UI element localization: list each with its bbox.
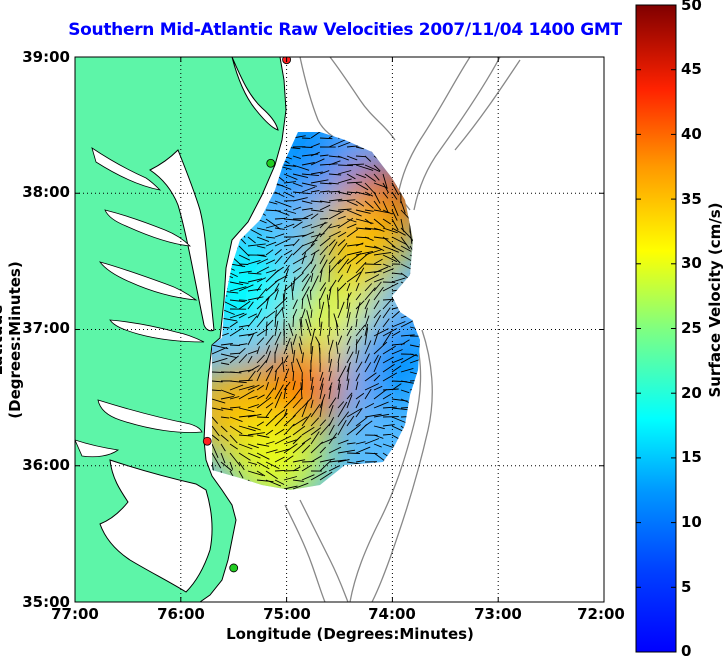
velocity-vector [320,299,321,309]
velocity-vector [293,315,294,327]
velocity-vector [320,219,328,220]
colorbar-tick-label: 5 [681,578,691,596]
velocity-vector [230,345,240,346]
velocity-vector [284,470,299,471]
colorbar-tick-label: 25 [681,319,702,337]
x-tick-label: 72:00 [566,605,636,623]
colorbar-tick-label: 0 [681,642,691,660]
colorbar-tick-label: 15 [681,448,702,466]
colorbar-tick-label: 30 [681,254,702,272]
velocity-vector [365,264,381,265]
velocity-vector [302,379,303,390]
x-axis-label: Longitude (Degrees:Minutes) [210,625,490,643]
x-tick-label: 77:00 [40,605,110,623]
y-tick-label: 38:00 [0,183,70,201]
x-tick-label: 74:00 [357,605,427,623]
colorbar [636,5,676,652]
velocity-vector [302,147,312,148]
colorbar-tick-label: 50 [681,0,702,14]
colorbar-tick-label: 45 [681,60,702,78]
velocity-vector [347,453,360,454]
radar-station-marker[interactable] [230,564,238,572]
y-axis-label: Latitude (Degrees:Minutes) [0,250,24,430]
colorbar-tick-label: 40 [681,125,702,143]
x-tick-label: 73:00 [463,605,533,623]
velocity-vector [239,264,248,265]
velocity-vector [338,363,339,372]
velocity-vector [293,219,308,220]
velocity-vector [275,470,285,471]
radar-station-marker[interactable] [203,437,211,445]
x-tick-label: 76:00 [146,605,216,623]
velocity-vector [319,318,320,327]
radar-station-marker[interactable] [267,159,275,167]
colorbar-label: Surface Velocity (cm/s) [706,185,724,415]
x-tick-label: 75:00 [252,605,322,623]
velocity-vector [257,417,269,418]
y-tick-label: 39:00 [0,48,70,66]
y-tick-label: 36:00 [0,456,70,474]
colorbar-tick-label: 35 [681,190,702,208]
velocity-vector [310,290,311,300]
colorbar-tick-label: 10 [681,513,702,531]
colorbar-tick-label: 20 [681,384,702,402]
